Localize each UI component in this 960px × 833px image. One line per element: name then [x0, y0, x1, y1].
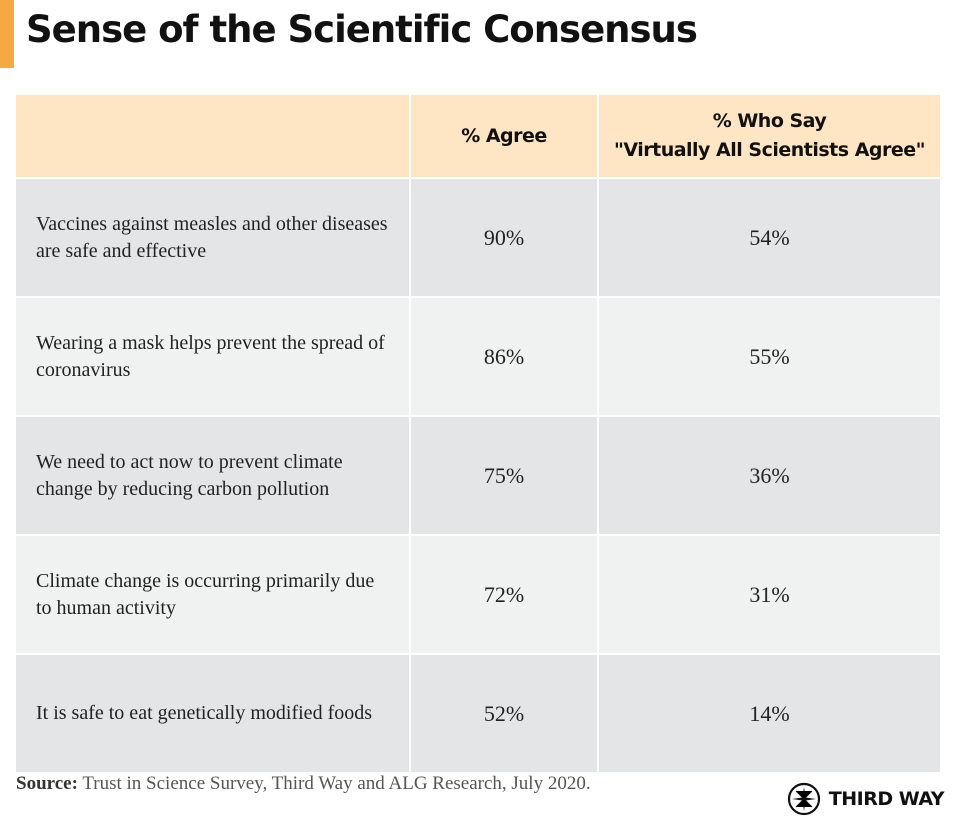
header-virtually-all-line1: % Who Say — [712, 110, 827, 132]
header-agree: % Agree — [411, 95, 597, 177]
statement-cell: Vaccines against measles and other disea… — [16, 179, 409, 296]
virtually-all-value: 54% — [599, 179, 940, 296]
header-agree-label: % Agree — [461, 124, 547, 147]
statement-cell: We need to act now to prevent climate ch… — [16, 417, 409, 534]
table-row: Climate change is occurring primarily du… — [16, 536, 940, 653]
agree-value: 86% — [411, 298, 597, 415]
virtually-all-value: 55% — [599, 298, 940, 415]
header-virtually-all: % Who Say "Virtually All Scientists Agre… — [599, 95, 940, 177]
agree-value: 75% — [411, 417, 597, 534]
compass-star-icon — [787, 782, 820, 816]
table-row: Vaccines against measles and other disea… — [16, 179, 940, 296]
virtually-all-value: 36% — [599, 417, 940, 534]
statement-cell: It is safe to eat genetically modified f… — [16, 655, 409, 772]
consensus-table: % Agree % Who Say "Virtually All Scienti… — [14, 93, 942, 774]
title-accent-bar — [0, 0, 14, 68]
agree-value: 52% — [411, 655, 597, 772]
table-row: It is safe to eat genetically modified f… — [16, 655, 940, 772]
table-row: Wearing a mask helps prevent the spread … — [16, 298, 940, 415]
virtually-all-value: 14% — [599, 655, 940, 772]
page-title: Sense of the Scientific Consensus — [26, 8, 698, 51]
source-note: Source: Trust in Science Survey, Third W… — [16, 773, 591, 795]
header-statement — [16, 95, 409, 177]
third-way-logo: THIRD WAY — [787, 782, 945, 816]
virtually-all-value: 31% — [599, 536, 940, 653]
statement-cell: Wearing a mask helps prevent the spread … — [16, 298, 409, 415]
header-virtually-all-line2: "Virtually All Scientists Agree" — [613, 139, 926, 161]
statement-cell: Climate change is occurring primarily du… — [16, 536, 409, 653]
source-label: Source: — [16, 773, 78, 794]
header-row: % Agree % Who Say "Virtually All Scienti… — [16, 95, 940, 177]
table-row: We need to act now to prevent climate ch… — [16, 417, 940, 534]
source-text: Trust in Science Survey, Third Way and A… — [82, 773, 591, 794]
logo-text: THIRD WAY — [828, 788, 945, 810]
agree-value: 90% — [411, 179, 597, 296]
agree-value: 72% — [411, 536, 597, 653]
